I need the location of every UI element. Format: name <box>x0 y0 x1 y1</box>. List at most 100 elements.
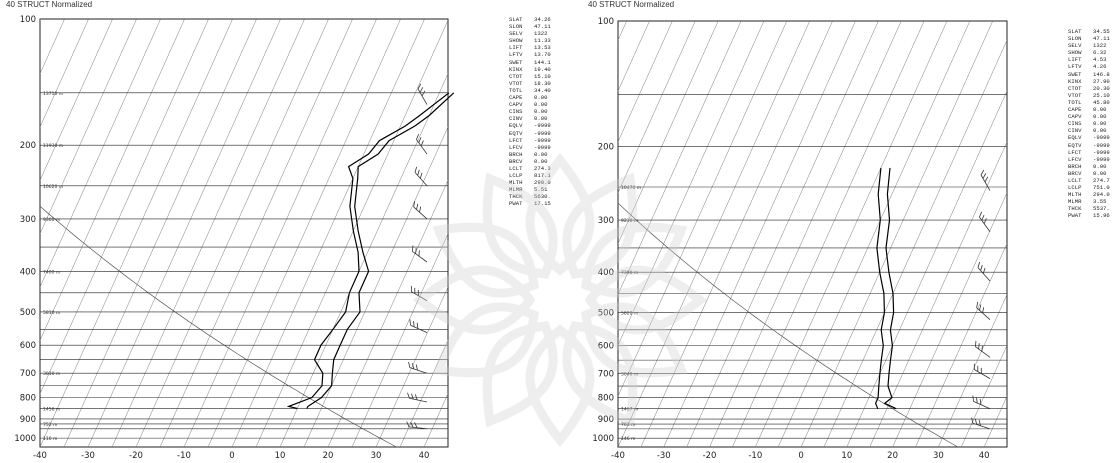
index-key: SLON <box>1068 35 1082 43</box>
index-key: VTOT <box>1068 91 1082 99</box>
isotherm-line <box>40 19 65 75</box>
index-row: MLTH 290.0 <box>509 179 551 186</box>
y-tick-label: 1000 <box>592 434 614 444</box>
index-row: EQLV -9999 <box>1068 134 1110 141</box>
index-row: LIFT 4.53 <box>1068 56 1110 63</box>
x-tick-label: -20 <box>703 451 717 461</box>
x-tick-label: 10 <box>275 451 286 461</box>
isotherm-line <box>580 21 604 447</box>
y-tick-label: 100 <box>20 15 36 25</box>
isotherm-line <box>40 19 161 288</box>
isotherm-line <box>351 233 448 447</box>
index-row: SELV 1322 <box>1068 42 1110 49</box>
index-key: SHOW <box>509 37 523 45</box>
y-tick-label: 400 <box>598 268 614 278</box>
dry-adiabat-line <box>618 202 958 447</box>
wind-barb-icon <box>409 319 428 333</box>
index-key: SWET <box>509 58 523 66</box>
y-tick-label: 200 <box>598 143 614 153</box>
x-tick-label: 30 <box>371 451 382 461</box>
index-row: MLMR 3.55 <box>1068 198 1110 205</box>
x-tick-label: 20 <box>323 451 334 461</box>
index-row: SHOW 11.33 <box>509 37 551 44</box>
isotherm-line <box>618 21 788 397</box>
left-panel-title: 40 STRUCT Normalized <box>6 0 93 9</box>
height-label: 9230 m <box>621 218 638 224</box>
wind-barb-icon <box>408 361 428 374</box>
index-row: SHOW 6.32 <box>1068 49 1110 56</box>
index-value: -9999 <box>534 122 551 130</box>
wind-barb-icon <box>412 245 428 263</box>
height-label: 10470 m <box>621 185 641 191</box>
index-value: 0.00 <box>1093 106 1107 114</box>
wind-barb-icon <box>406 421 428 430</box>
isotherm-line <box>183 19 377 447</box>
index-key: MLMR <box>509 186 523 194</box>
isotherm-line <box>303 126 448 447</box>
wind-barb-icon <box>417 83 428 105</box>
isotherm-line <box>159 19 353 447</box>
x-tick-label: 40 <box>419 451 430 461</box>
isotherm-line <box>663 21 856 447</box>
index-key: LCLT <box>1068 176 1082 184</box>
wind-barb-icon <box>972 395 991 410</box>
plot-area <box>580 21 1007 447</box>
index-value: 19.40 <box>534 65 551 73</box>
height-label: 3010 m <box>43 371 60 377</box>
height-label: 3040 m <box>621 372 638 378</box>
index-row: KINX 19.40 <box>509 66 551 73</box>
height-label: 7390 m <box>621 270 638 276</box>
index-value: -9999 <box>1093 141 1110 149</box>
y-tick-label: 800 <box>20 394 36 404</box>
index-value: 5.51 <box>534 186 548 194</box>
index-key: CINS <box>509 108 523 116</box>
index-value: 34.40 <box>534 86 551 94</box>
plot-frame <box>617 20 1008 448</box>
height-label: 752 m <box>43 422 57 428</box>
x-tick-label: 30 <box>933 451 944 461</box>
x-tick-label: -20 <box>129 451 143 461</box>
index-value: 0.00 <box>1093 113 1107 121</box>
index-value: 0.00 <box>1093 127 1107 135</box>
index-key: CINV <box>1068 127 1082 135</box>
y-tick-label: 200 <box>20 141 36 151</box>
height-label: 13710 m <box>43 91 63 97</box>
index-key: THCK <box>1068 205 1082 213</box>
wind-barb-icon <box>976 301 991 320</box>
index-value: 146.8 <box>1093 70 1110 78</box>
isotherm-line <box>423 393 448 447</box>
isotherm-line <box>618 21 742 296</box>
height-label: 5810 m <box>43 310 60 316</box>
isotherm-line <box>111 19 305 447</box>
isotherm-line <box>40 19 41 21</box>
index-row: TOTL 34.40 <box>509 87 551 94</box>
index-row: SLAT 34.55 <box>1068 28 1110 35</box>
index-key: MLTH <box>509 179 523 187</box>
x-tick-label: -40 <box>33 451 47 461</box>
index-key: LCLT <box>509 164 523 172</box>
index-key: LIFT <box>509 44 523 52</box>
isotherm-line <box>40 19 137 235</box>
index-value: 1322 <box>534 30 548 38</box>
isotherm-line <box>40 19 185 341</box>
right-index-table: SLAT 34.55 SLON 47.11 SELV 1322 SHOW 6.32 LIFT 4.… <box>1068 28 1110 220</box>
index-value: 11.33 <box>534 37 551 45</box>
index-row: VTOT 18.30 <box>509 80 551 87</box>
isotherm-line <box>40 19 233 447</box>
index-row: CINV 0.00 <box>509 115 551 122</box>
index-key: EQLV <box>1068 134 1082 142</box>
isotherm-line <box>732 21 925 447</box>
y-tick-label: 600 <box>20 341 36 351</box>
y-tick-label: 300 <box>598 216 614 226</box>
index-key: CTOT <box>1068 84 1082 92</box>
index-key: LFTV <box>1068 63 1082 71</box>
index-row: EQLV -9999 <box>509 122 551 129</box>
x-tick-label: 0 <box>229 451 234 461</box>
index-row: CINS 0.00 <box>509 108 551 115</box>
index-value: 4.53 <box>1093 56 1107 64</box>
x-tick-label: 20 <box>887 451 898 461</box>
index-value: 15.10 <box>534 72 551 80</box>
index-key: LFTV <box>509 51 523 59</box>
isotherm-line <box>938 293 1007 447</box>
x-tick-label: 40 <box>979 451 990 461</box>
